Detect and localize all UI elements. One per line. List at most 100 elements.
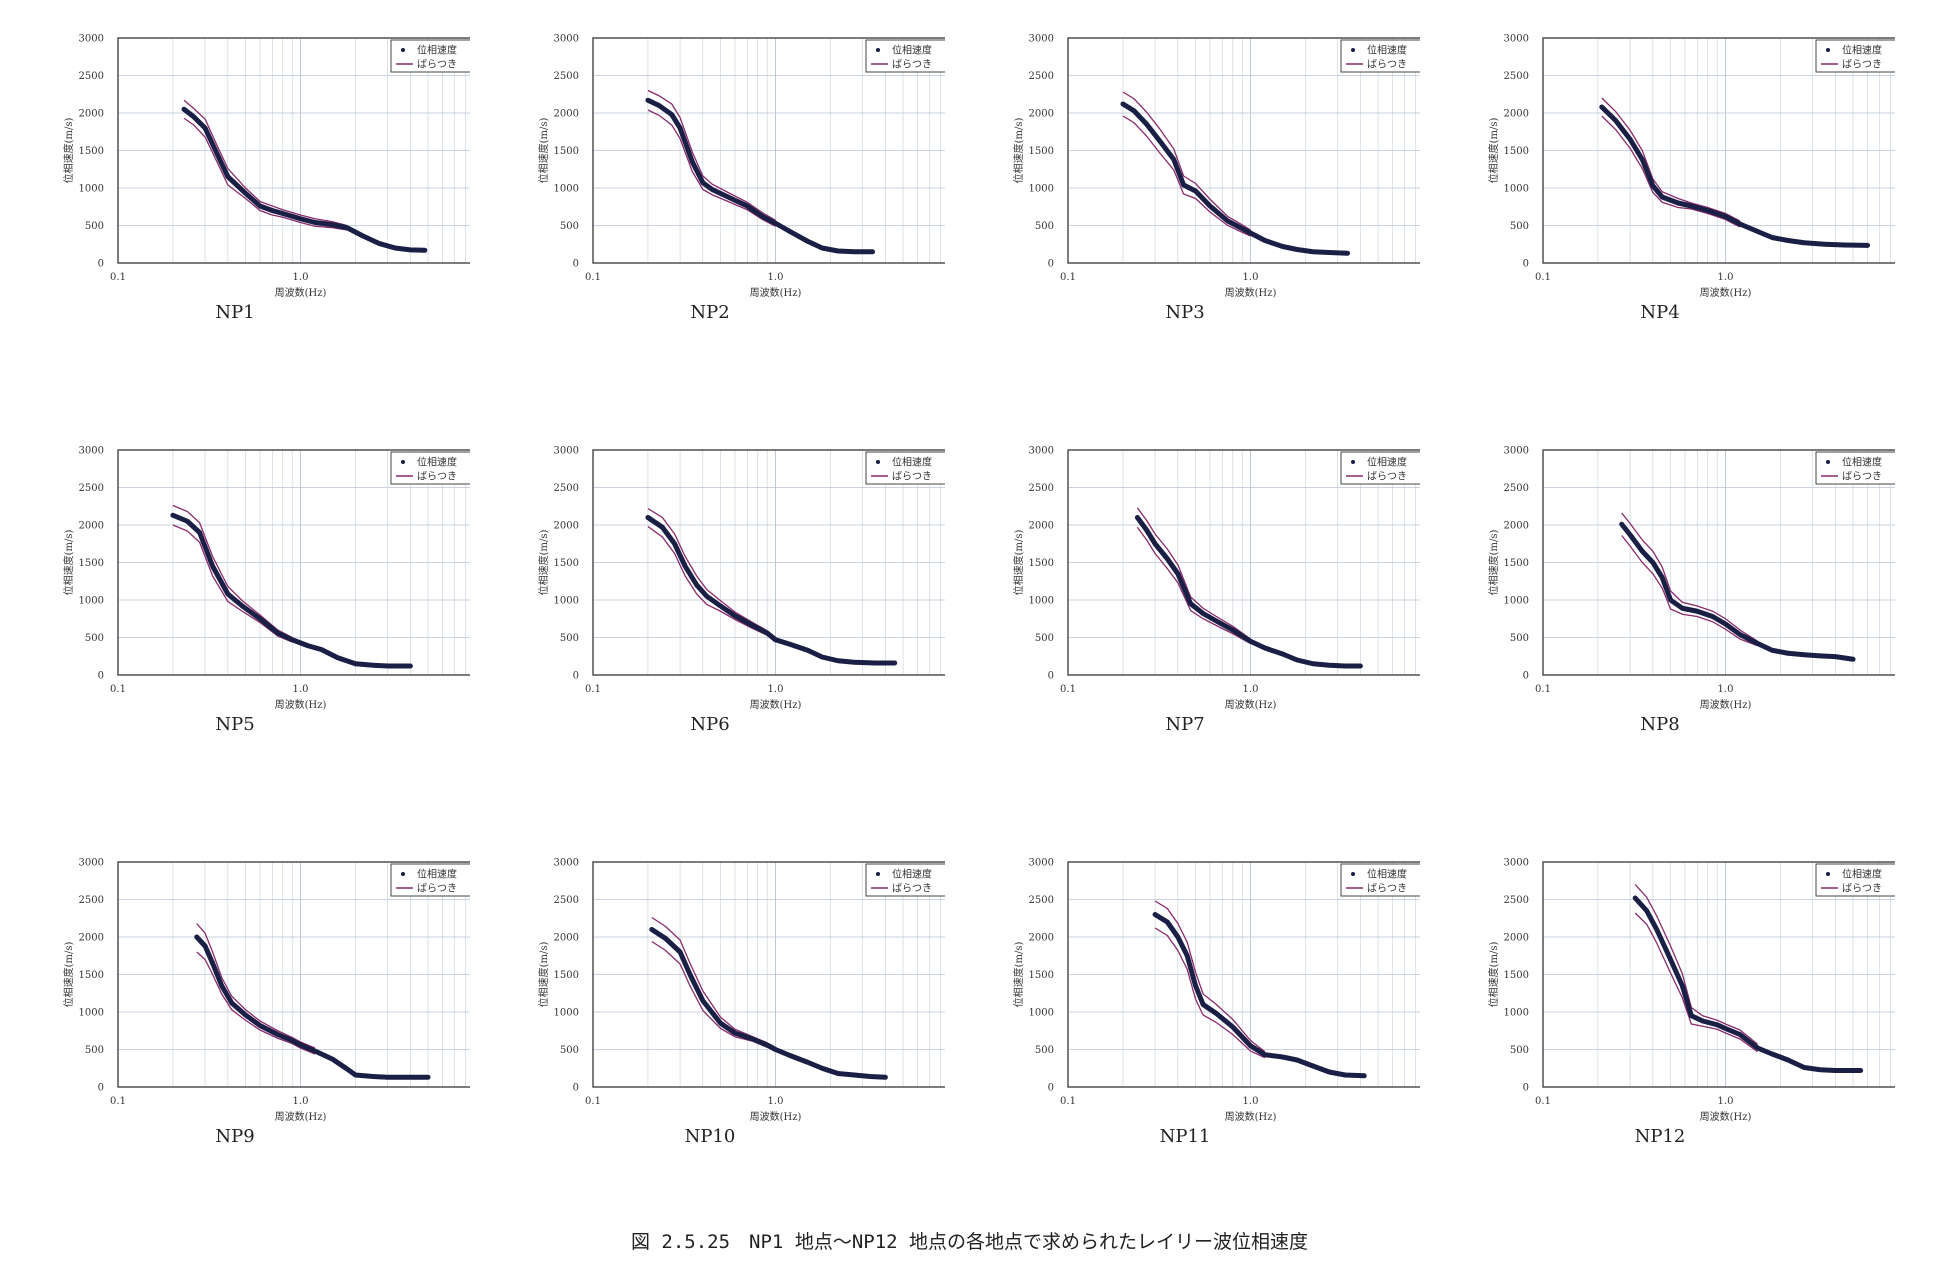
phase-velocity-point	[773, 1047, 778, 1052]
y-tick-label: 0	[573, 1083, 579, 1094]
dispersion-chart: 0500100015002000250030000.11.010.0周波数(Hz…	[1487, 858, 1895, 1123]
y-tick-label: 2500	[1029, 71, 1054, 82]
x-tick-label: 1.0	[1243, 272, 1259, 283]
y-tick-label: 2500	[79, 483, 104, 494]
y-tick-label: 3000	[1029, 858, 1054, 869]
phase-velocity-point	[422, 248, 428, 253]
figure-caption: 図 2.5.25 NP1 地点～NP12 地点の各地点で求められたレイリー波位相…	[630, 1231, 1309, 1253]
phase-velocity-point	[819, 245, 825, 251]
phase-velocity-point	[1165, 556, 1170, 561]
chart-panel-np4: 0500100015002000250030000.11.010.0周波数(Hz…	[1425, 20, 1895, 340]
legend-box	[865, 39, 945, 73]
phase-velocity-point	[225, 174, 231, 179]
phase-velocity-point	[805, 239, 810, 244]
phase-velocity-point	[385, 1075, 390, 1080]
variation-upper-line	[647, 507, 776, 639]
legend-phase-label: 位相速度	[1367, 868, 1407, 881]
dispersion-chart: 0500100015002000250030000.11.010.0周波数(Hz…	[1012, 446, 1420, 711]
y-tick-label: 500	[1035, 633, 1054, 644]
site-label: NP1	[215, 302, 255, 323]
phase-velocity-point	[852, 249, 857, 254]
phase-velocity-point	[194, 934, 199, 940]
plot-frame	[117, 861, 470, 1088]
phase-velocity-point	[819, 1066, 825, 1071]
phase-velocity-point	[1248, 1043, 1253, 1048]
dispersion-chart: 0500100015002000250030000.11.010.0周波数(Hz…	[62, 858, 470, 1123]
y-tick-label: 2000	[1504, 109, 1529, 120]
x-axis-label: 周波数(Hz)	[1225, 1110, 1277, 1123]
y-tick-label: 500	[560, 1045, 579, 1056]
y-tick-label: 3000	[1029, 446, 1054, 457]
y-tick-label: 1500	[554, 970, 579, 981]
legend-phase-label: 位相速度	[417, 868, 457, 881]
y-tick-label: 1500	[554, 146, 579, 157]
legend-variation-label: ばらつき	[1367, 59, 1407, 71]
phase-velocity-point	[1280, 244, 1285, 249]
y-tick-label: 2000	[1504, 521, 1529, 532]
legend-box	[390, 39, 470, 73]
plot-frame	[1067, 861, 1420, 1088]
x-axis-label: 周波数(Hz)	[275, 698, 327, 711]
dispersion-chart: 0500100015002000250030000.11.010.0周波数(Hz…	[1012, 34, 1420, 299]
y-tick-label: 1500	[1504, 558, 1529, 569]
y-tick-label: 1500	[1504, 146, 1529, 157]
variation-lower-line	[1634, 912, 1759, 1053]
variation-upper-line	[1601, 97, 1741, 222]
legend-phase-marker	[1826, 460, 1830, 464]
y-tick-label: 500	[1035, 1045, 1054, 1056]
x-axis-label: 周波数(Hz)	[1225, 286, 1277, 299]
dispersion-chart: 0500100015002000250030000.11.010.0周波数(Hz…	[537, 858, 945, 1123]
legend-variation-label: ばらつき	[417, 471, 457, 483]
site-label: NP6	[690, 714, 730, 735]
y-tick-label: 0	[573, 259, 579, 270]
dispersion-chart: 0500100015002000250030000.11.010.0周波数(Hz…	[62, 34, 470, 299]
phase-velocity-point	[1207, 203, 1213, 209]
phase-velocity-point	[210, 564, 215, 569]
phase-velocity-point	[335, 655, 340, 660]
phase-velocity-line	[1619, 521, 1856, 662]
y-tick-label: 1000	[554, 596, 579, 607]
phase-velocity-point	[1613, 118, 1618, 123]
y-tick-label: 500	[1510, 1045, 1529, 1056]
phase-velocity-point	[1650, 183, 1656, 188]
phase-velocity-point	[725, 194, 731, 200]
variation-upper-line	[1154, 900, 1266, 1053]
phase-velocity-point	[181, 107, 187, 112]
phase-velocity-point	[1700, 1018, 1705, 1024]
phase-velocity-point	[243, 191, 248, 196]
phase-velocity-point	[872, 660, 877, 666]
phase-velocity-point	[732, 1030, 738, 1036]
phase-velocity-point	[1737, 1032, 1743, 1037]
phase-velocity-point	[1802, 1065, 1807, 1070]
phase-velocity-point	[835, 1071, 841, 1076]
y-tick-label: 1000	[1504, 184, 1529, 195]
y-tick-label: 2500	[79, 71, 104, 82]
phase-velocity-point	[687, 972, 693, 977]
dispersion-chart: 0500100015002000250030000.11.010.0周波数(Hz…	[1487, 446, 1895, 711]
y-tick-label: 3000	[554, 446, 579, 457]
phase-velocity-point	[289, 1038, 295, 1043]
phase-velocity-point	[700, 998, 706, 1003]
x-tick-label: 0.1	[1535, 272, 1551, 283]
phase-velocity-point	[1175, 934, 1181, 940]
phase-velocity-point	[191, 114, 196, 119]
site-label: NP10	[684, 1126, 736, 1147]
y-tick-label: 500	[560, 633, 579, 644]
x-axis-label: 周波数(Hz)	[1700, 698, 1752, 711]
phase-velocity-point	[1175, 571, 1181, 576]
legend-box	[1815, 863, 1895, 897]
x-tick-label: 1.0	[768, 684, 784, 695]
phase-velocity-point	[392, 245, 398, 251]
y-tick-label: 2500	[1029, 895, 1054, 906]
site-label: NP5	[215, 714, 255, 735]
legend-box	[390, 451, 470, 485]
legend-phase-label: 位相速度	[417, 456, 457, 469]
phase-velocity-point	[1737, 632, 1743, 637]
x-tick-label: 0.1	[1535, 684, 1551, 695]
phase-velocity-point	[1239, 226, 1245, 231]
phase-velocity-point	[1144, 122, 1149, 127]
phase-velocity-point	[1695, 609, 1700, 614]
phase-velocity-point	[408, 663, 413, 669]
legend-box	[1340, 863, 1420, 897]
legend-variation-label: ばらつき	[417, 59, 457, 71]
